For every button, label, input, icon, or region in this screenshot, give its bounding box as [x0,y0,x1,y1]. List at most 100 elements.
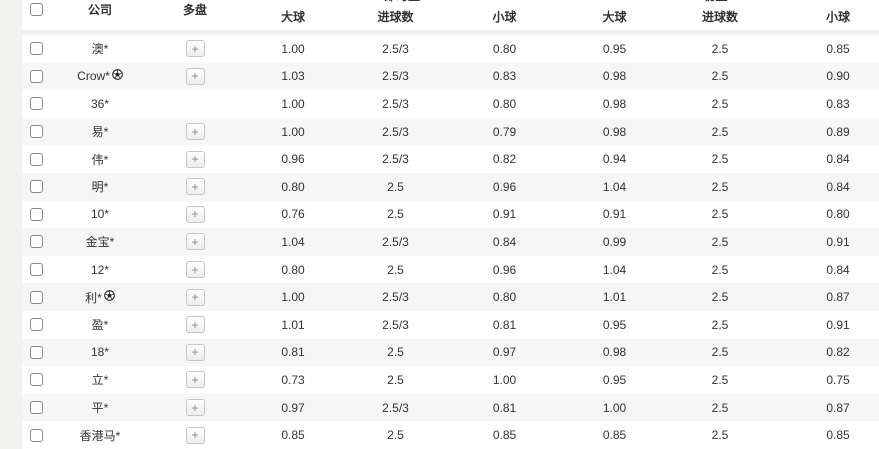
odds-over-initial: 1.04 [602,179,627,194]
table-row: 盈* + 1.01 2.5/3 0.81 0.95 2.5 0.91 [22,310,879,339]
odds-under-live: 0.80 [492,41,517,56]
select-all-checkbox[interactable] [30,2,43,16]
row-checkbox[interactable] [30,345,43,359]
odds-over-live: 0.81 [281,345,305,360]
company-name[interactable]: 平* [91,401,109,416]
odds-under-initial: 0.84 [826,262,850,277]
expand-multi-odds-button[interactable]: + [185,205,205,223]
expand-multi-odds-button[interactable]: + [185,178,205,196]
company-name[interactable]: Crow* [77,69,110,84]
table-row: Crow* + 1.03 2 [22,62,879,91]
table-row: 12* + 0.80 2.5 0.96 1.04 2.5 0.84 [22,255,879,284]
expand-multi-odds-button[interactable]: + [185,316,205,334]
odds-under-initial: 0.84 [826,179,850,194]
table-row: 18* + 0.81 2.5 0.97 0.98 2.5 0.82 [22,338,879,367]
table-header: 即时盘 初盘 大球 进球数 小球 大球 进球数 小球 公司 多盘 [22,0,879,30]
row-checkbox[interactable] [30,125,43,139]
plus-icon: + [191,234,199,249]
row-checkbox[interactable] [30,235,43,249]
odds-under-initial: 0.82 [826,345,850,360]
row-checkbox[interactable] [30,263,43,277]
soccer-ball-icon [112,67,123,85]
row-checkbox[interactable] [30,180,43,194]
odds-under-initial: 0.80 [826,207,850,222]
odds-over-initial: 0.95 [602,317,627,332]
expand-multi-odds-button[interactable]: + [185,67,205,85]
odds-over-initial: 0.95 [602,41,627,56]
odds-under-initial: 0.83 [826,96,850,111]
company-name[interactable]: 明* [91,180,109,195]
expand-multi-odds-button[interactable]: + [185,371,205,389]
expand-multi-odds-button[interactable]: + [185,426,205,444]
odds-under-live: 0.82 [492,152,517,167]
company-name[interactable]: 金宝* [85,235,115,250]
company-name[interactable]: 易* [91,125,109,140]
company-name[interactable]: 盈* [91,318,109,333]
plus-icon: + [191,207,199,222]
expand-multi-odds-button[interactable]: + [185,343,205,361]
table-row: 36* 1.00 2.5/3 0.80 0.98 2.5 0.83 [22,90,879,118]
odds-under-initial: 0.75 [826,372,850,387]
odds-over-initial: 0.91 [602,207,627,222]
table-row: 平* + 0.97 2.5/3 0.81 1.00 2.5 0.87 [22,393,879,422]
plus-icon: + [191,345,199,360]
odds-goals-initial: 2.5 [711,345,729,360]
expand-multi-odds-button[interactable]: + [185,150,205,168]
company-name[interactable]: 立* [91,373,109,388]
odds-goals-live: 2.5 [387,207,404,222]
company-name[interactable]: 利* [85,290,102,305]
group-header-initial: 初盘 [552,0,879,3]
header-separator [22,30,879,35]
expand-multi-odds-button[interactable]: + [185,123,205,141]
expand-multi-odds-button[interactable]: + [185,288,205,306]
row-checkbox[interactable] [30,42,43,56]
plus-icon: + [191,152,199,167]
odds-over-live: 0.96 [281,152,305,167]
odds-goals-initial: 2.5 [711,179,729,194]
odds-goals-initial: 2.5 [711,428,729,443]
expand-multi-odds-button[interactable]: + [185,40,205,58]
column-header-over-live: 大球 [280,10,305,24]
row-checkbox[interactable] [30,290,43,304]
plus-icon: + [191,179,199,194]
odds-goals-live: 2.5/3 [382,290,409,305]
odds-under-initial: 0.90 [826,69,850,84]
expand-multi-odds-button[interactable]: + [185,233,205,251]
odds-over-initial: 0.98 [602,96,627,111]
row-checkbox[interactable] [30,373,43,387]
odds-goals-live: 2.5 [387,428,404,443]
odds-over-initial: 0.98 [602,345,627,360]
odds-under-initial: 0.85 [826,428,850,443]
company-name[interactable]: 10* [90,207,110,222]
odds-over-initial: 0.98 [602,124,627,139]
odds-over-initial: 0.94 [602,152,627,167]
odds-under-live: 0.81 [492,400,517,415]
expand-multi-odds-button[interactable]: + [185,261,205,279]
odds-goals-live: 2.5 [387,372,404,387]
odds-under-initial: 0.87 [826,400,850,415]
odds-over-live: 0.85 [281,428,305,443]
company-name[interactable]: 36* [90,96,110,111]
odds-goals-live: 2.5/3 [382,317,409,332]
row-checkbox[interactable] [30,318,43,332]
company-name[interactable]: 澳* [91,42,109,57]
company-name[interactable]: 18* [90,345,110,360]
odds-goals-initial: 2.5 [711,96,729,111]
company-name[interactable]: 伟* [91,152,109,167]
row-checkbox[interactable] [30,428,43,442]
odds-over-live: 0.76 [281,207,305,222]
row-checkbox[interactable] [30,401,43,415]
odds-under-live: 0.97 [492,345,517,360]
company-name[interactable]: 12* [90,262,110,277]
company-name[interactable]: 香港马* [79,428,121,443]
odds-goals-live: 2.5/3 [382,400,409,415]
row-checkbox[interactable] [30,97,43,111]
row-checkbox[interactable] [30,207,43,221]
row-checkbox[interactable] [30,69,43,83]
odds-over-live: 1.01 [281,317,305,332]
column-header-under-initial: 小球 [825,10,850,24]
odds-under-live: 0.96 [492,262,517,277]
expand-multi-odds-button[interactable]: + [185,399,205,417]
row-checkbox[interactable] [30,152,43,166]
